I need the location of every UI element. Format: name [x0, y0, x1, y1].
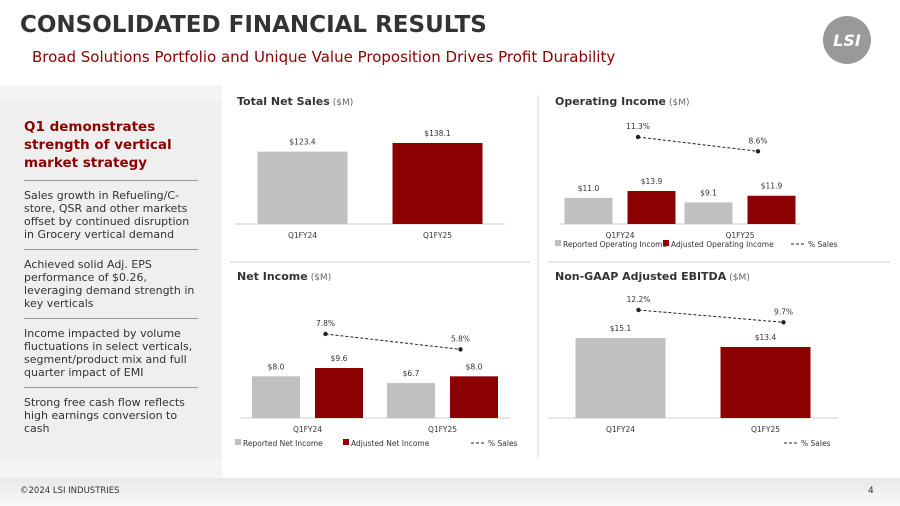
bar: [575, 338, 666, 418]
chart-unit: ($M): [311, 273, 332, 283]
slide-title: CONSOLIDATED FINANCIAL RESULTS: [20, 12, 487, 38]
x-tick-label: Q1FY25: [423, 231, 452, 240]
bar: [387, 383, 435, 418]
x-tick-label: Q1FY24: [605, 231, 634, 240]
chart-unit: ($M): [669, 98, 690, 108]
data-label: $9.1: [700, 188, 717, 197]
data-label: $15.1: [610, 324, 632, 333]
data-label: 5.8%: [451, 334, 470, 343]
data-label: $13.9: [641, 177, 663, 186]
data-label: $6.7: [403, 369, 420, 378]
footer: [0, 478, 900, 506]
sales-line: [638, 309, 784, 323]
x-tick-label: Q1FY25: [725, 231, 754, 240]
chart-title: Non-GAAP Adjusted EBITDA ($M): [555, 270, 750, 283]
page-number: 4: [868, 486, 874, 496]
sidebar-bullet: Strong free cash flow reflects high earn…: [24, 387, 198, 443]
legend-label: Adjusted Net Income: [351, 439, 430, 448]
sidebar-bullet: Income impacted by volume fluctuations i…: [24, 318, 198, 387]
x-tick-label: Q1FY25: [428, 425, 457, 434]
sales-point: [636, 307, 641, 313]
data-label: $13.4: [755, 333, 777, 342]
bar: [450, 376, 498, 418]
chart-title-text: Non-GAAP Adjusted EBITDA: [555, 270, 727, 283]
slide-subtitle: Broad Solutions Portfolio and Unique Val…: [32, 48, 616, 66]
bar: [392, 143, 483, 224]
legend-label: % Sales: [808, 240, 838, 249]
bar: [627, 191, 676, 224]
logo: LSI: [833, 31, 861, 50]
sales-point: [458, 347, 463, 352]
x-tick-label: Q1FY24: [293, 425, 322, 434]
data-label: $11.0: [578, 184, 600, 193]
copyright: ©2024 LSI INDUSTRIES: [20, 486, 120, 496]
sidebar-heading: Q1 demonstrates strength of vertical mar…: [24, 119, 172, 171]
data-label: $8.0: [268, 362, 285, 371]
sales-line: [325, 333, 461, 350]
data-label: $9.6: [331, 354, 348, 363]
chart-unit: ($M): [333, 98, 354, 108]
x-tick-label: Q1FY24: [288, 231, 317, 240]
data-label: 7.8%: [316, 319, 335, 328]
sales-line: [637, 136, 759, 152]
bar: [315, 368, 363, 418]
data-label: $11.9: [761, 182, 783, 191]
data-label: $123.4: [289, 138, 315, 147]
legend-swatch: [235, 439, 241, 445]
bar: [747, 195, 796, 224]
legend-swatch: [343, 439, 349, 445]
data-label: 9.7%: [774, 307, 793, 316]
data-label: 8.6%: [748, 136, 767, 145]
chart-title: Total Net Sales ($M): [237, 95, 353, 108]
legend-swatch: [663, 240, 669, 246]
sidebar-bullet: Achieved solid Adj. EPS performance of $…: [24, 249, 198, 318]
legend-swatch: [555, 240, 561, 246]
bar: [257, 151, 348, 224]
sales-point: [323, 331, 328, 337]
chart-title-text: Net Income: [237, 270, 308, 283]
x-tick-label: Q1FY24: [606, 425, 635, 434]
sales-point: [781, 320, 786, 325]
legend-label: Reported Operating Income: [563, 240, 667, 249]
data-label: $8.0: [466, 362, 483, 371]
data-label: 12.2%: [627, 295, 651, 304]
legend-label: Reported Net Income: [243, 439, 323, 448]
chart-title-text: Total Net Sales: [237, 95, 330, 108]
sidebar: Q1 demonstrates strength of vertical mar…: [0, 100, 220, 460]
x-tick-label: Q1FY25: [751, 425, 780, 434]
data-label: 11.3%: [626, 122, 650, 131]
data-label: $138.1: [424, 129, 450, 138]
logo-circle: [823, 16, 871, 64]
legend-label: % Sales: [801, 439, 831, 448]
bar: [684, 202, 733, 224]
bar: [564, 197, 613, 224]
sales-point: [755, 149, 761, 154]
chart-title: Operating Income ($M): [555, 95, 690, 108]
bar: [720, 347, 811, 418]
chart-title-text: Operating Income: [555, 95, 666, 108]
chart-title: Net Income ($M): [237, 270, 331, 283]
legend-label: Adjusted Operating Income: [671, 240, 774, 249]
chart-unit: ($M): [729, 273, 750, 283]
sales-point: [635, 134, 641, 140]
sidebar-bullet: Sales growth in Refueling/C-store, QSR a…: [24, 180, 198, 249]
legend-label: % Sales: [488, 439, 518, 448]
bar: [252, 376, 300, 418]
